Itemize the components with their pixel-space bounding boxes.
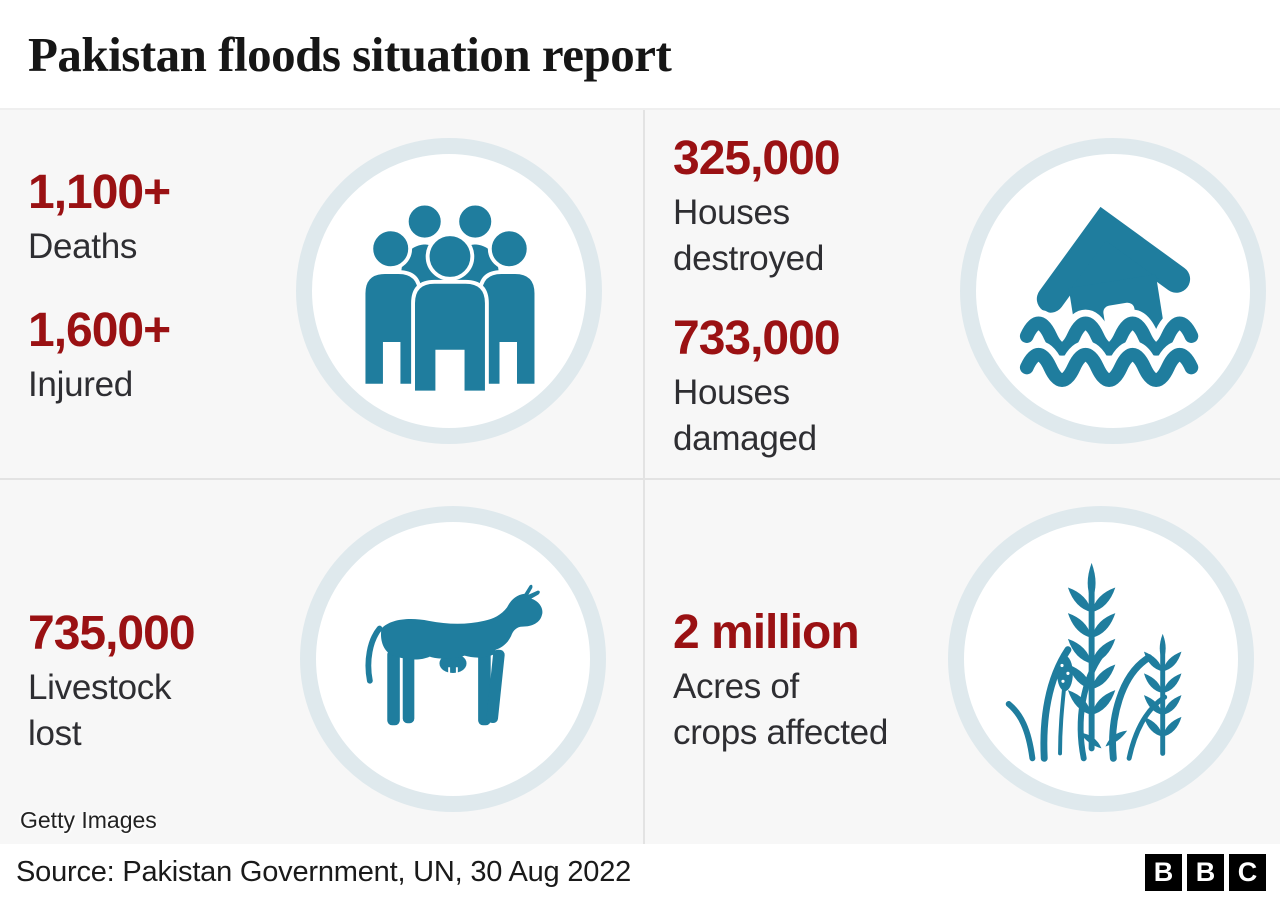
stats-grid: 1,100+ Deaths 1,600+ Injured [0, 108, 1280, 844]
stat-deaths: 1,100+ Deaths [28, 166, 171, 270]
livestock-label: Livestock lost [28, 668, 172, 753]
panel-livestock: 735,000 Livestock lost Getty Images [0, 480, 643, 844]
panel-casualties: 1,100+ Deaths 1,600+ Injured [0, 110, 643, 478]
houses-destroyed-label: Houses destroyed [673, 193, 825, 278]
cow-icon [365, 584, 543, 725]
house-icon-circle [960, 138, 1266, 444]
bbc-logo: B B C [1145, 853, 1266, 891]
people-group-icon [361, 202, 539, 395]
houses-destroyed-value: 325,000 [673, 132, 841, 185]
bbc-logo-block-2: B [1187, 853, 1224, 891]
image-credit: Getty Images [20, 807, 157, 833]
bbc-logo-block-3: C [1229, 853, 1266, 891]
source-text: Source: Pakistan Government, UN, 30 Aug … [16, 855, 632, 888]
injured-label: Injured [28, 365, 133, 404]
stat-crops: 2 million Acres of crops affected [673, 606, 888, 756]
people-icon-circle [296, 138, 602, 444]
stat-houses-damaged: 733,000 Houses damaged [673, 312, 841, 462]
header: Pakistan floods situation report [0, 0, 1280, 108]
crops-label: Acres of crops affected [673, 667, 889, 752]
panel-crops: 2 million Acres of crops affected [645, 480, 1280, 844]
page-title: Pakistan floods situation report [28, 26, 672, 82]
bbc-logo-block-1: B [1145, 853, 1182, 891]
stat-houses-destroyed: 325,000 Houses destroyed [673, 132, 841, 282]
wheat-icon-circle [948, 506, 1254, 812]
flooded-house-icon [1015, 206, 1206, 389]
houses-damaged-value: 733,000 [673, 312, 841, 365]
injured-value: 1,600+ [28, 304, 171, 357]
deaths-value: 1,100+ [28, 166, 171, 219]
stat-injured: 1,600+ Injured [28, 304, 171, 408]
crops-value: 2 million [673, 606, 860, 659]
panel-housing: 325,000 Houses destroyed 733,000 Houses … [645, 110, 1280, 478]
footer: Source: Pakistan Government, UN, 30 Aug … [0, 844, 1280, 900]
cow-icon-circle [300, 506, 606, 812]
livestock-value: 735,000 [28, 607, 196, 660]
stat-livestock: 735,000 Livestock lost [28, 607, 196, 757]
wheat-icon [1005, 562, 1182, 762]
deaths-label: Deaths [28, 227, 138, 266]
houses-damaged-label: Houses damaged [673, 373, 817, 458]
